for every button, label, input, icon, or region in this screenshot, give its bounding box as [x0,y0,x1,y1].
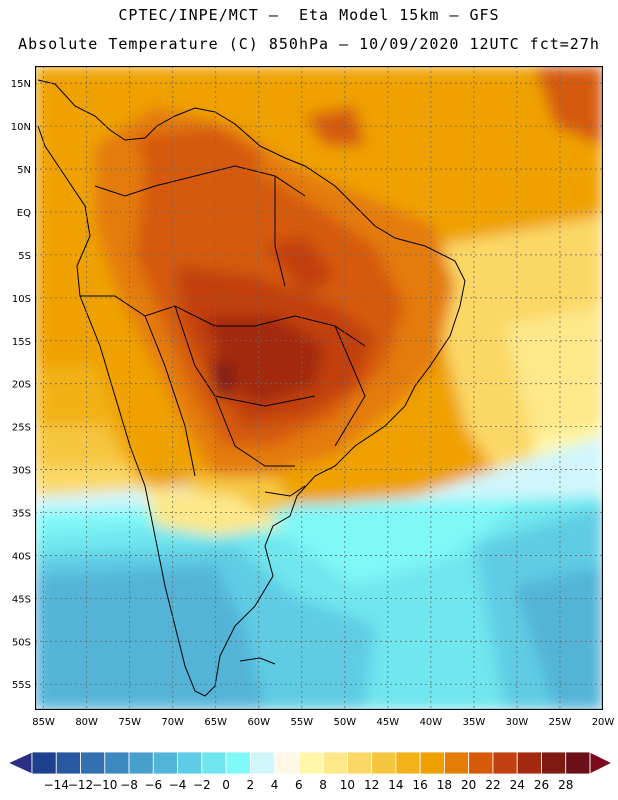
lon-label: 60W [247,717,270,728]
colorbar-swatch [371,751,397,775]
colorbar-label: 10 [340,778,355,792]
lat-label: 15N [11,79,31,90]
colorbar-label: −4 [169,778,187,792]
colorbar-swatch [80,751,106,775]
lat-label: 15S [12,337,31,348]
temperature-colorbar: −14−12−10 −8 −6 −4 −2 0 2 4 6 8 10 12 14 16 18 20 22 24 26… [6,751,614,792]
colorbar-label: 24 [510,778,525,792]
colorbar-swatch [322,751,348,775]
colorbar-label: 28 [558,778,573,792]
colorbar-label: −6 [144,778,162,792]
lon-label: 45W [377,717,400,728]
colorbar-label: 20 [461,778,476,792]
colorbar-label: 22 [485,778,500,792]
lat-label: 10S [12,294,31,305]
colorbar-label: −12 [68,778,93,792]
colorbar-label: 12 [364,778,379,792]
colorbar-swatch [201,751,227,775]
temperature-map [35,66,603,710]
lon-label: 70W [161,717,184,728]
lat-label: 30S [12,466,31,477]
colorbar-swatch [128,751,154,775]
colorbar-label: 14 [388,778,403,792]
colorbar-label: −10 [92,778,117,792]
lat-label: 20S [12,380,31,391]
colorbar-under-arrow [6,751,33,775]
lon-label: 55W [290,717,313,728]
lat-label: 40S [12,551,31,562]
lon-label: 30W [506,717,529,728]
lat-lon-grid [35,66,603,710]
colorbar-swatch [492,751,518,775]
colorbar-swatch [444,751,470,775]
lon-label: 20W [592,717,615,728]
lat-label: 10N [11,122,31,133]
lon-label: 65W [204,717,227,728]
colorbar-label: 4 [271,778,279,792]
map-title-line1: CPTEC/INPE/MCT – Eta Model 15km – GFS [118,6,500,24]
lat-label: 25S [12,423,31,434]
lat-label: 5S [18,251,31,262]
lat-label: 5N [17,165,31,176]
colorbar-swatch [346,751,373,775]
colorbar-swatch [225,751,251,775]
map-frame [35,66,603,710]
colorbar-swatch [419,751,445,775]
colorbar-swatch [516,751,542,775]
colorbar-swatch [249,751,276,775]
colorbar-swatch [565,751,591,775]
colorbar-label: 16 [413,778,428,792]
colorbar-label: −14 [44,778,69,792]
lon-label: 35W [463,717,486,728]
lon-label: 75W [118,717,141,728]
colorbar-swatch [104,751,130,775]
colorbar-label: −8 [120,778,138,792]
colorbar-swatch [31,751,57,775]
lon-label: 80W [75,717,98,728]
lon-label: 40W [420,717,443,728]
colorbar-swatch [274,751,300,775]
lon-label: 85W [32,717,55,728]
lat-label: EQ [17,208,31,219]
colorbar-swatch [395,751,421,775]
colorbar-label: −2 [193,778,211,792]
lat-label: 50S [12,637,31,648]
colorbar-swatch [177,751,203,775]
lon-label: 25W [549,717,572,728]
lon-label: 50W [334,717,357,728]
colorbar-label: 6 [295,778,303,792]
lat-label: 55S [12,680,31,691]
coastlines-and-borders [37,79,466,697]
lat-label: 45S [12,594,31,605]
colorbar-label: 2 [247,778,255,792]
colorbar-label: 0 [222,778,230,792]
colorbar-swatch [541,751,567,775]
colorbar-swatch [468,751,494,775]
colorbar-label: 8 [319,778,327,792]
colorbar-swatch [55,751,81,775]
colorbar-swatch [298,751,324,775]
colorbar-swatch [152,751,178,775]
temperature-field [35,66,603,710]
map-title-line2: Absolute Temperature (C) 850hPa – 10/09/… [18,35,600,53]
lat-label: 35S [12,509,31,520]
colorbar-label: 26 [534,778,549,792]
colorbar-label: 18 [437,778,452,792]
colorbar-over-arrow [589,751,614,775]
